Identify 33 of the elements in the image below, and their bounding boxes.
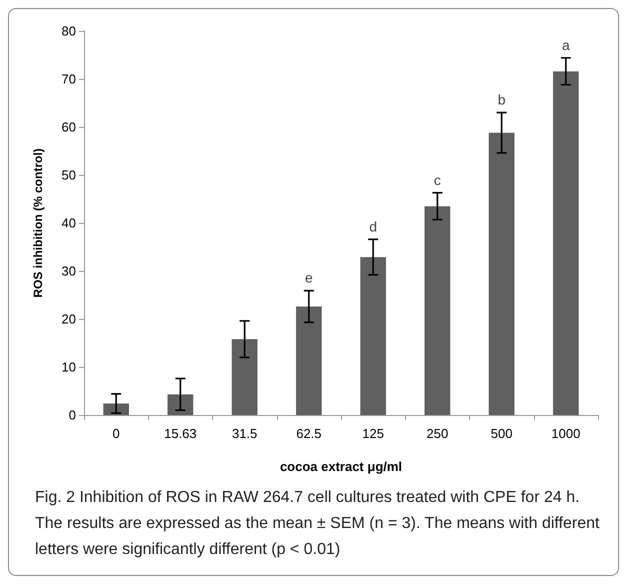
data-label: c [434,172,441,188]
data-label: d [369,218,378,234]
bar [168,394,194,415]
data-label: b [498,92,506,108]
bar [360,257,386,415]
bar [488,132,514,415]
x-tick-label: 125 [362,426,384,441]
bar [424,206,450,415]
bar [232,339,258,415]
y-tick-label: 80 [62,24,76,38]
x-tick-label: 62.5 [296,426,322,441]
y-tick-label: 10 [62,360,76,374]
y-tick-label: 0 [68,408,76,422]
y-tick-label: 50 [62,168,76,182]
y-tick-label: 30 [62,264,76,278]
data-label: a [562,36,570,53]
x-axis-title: cocoa extract μg/ml [280,459,402,474]
y-axis-title: ROS inhibition (% control) [31,148,45,298]
y-tick-label: 70 [62,72,76,86]
y-tick-label: 40 [62,216,76,230]
bar [296,306,322,415]
y-tick-label: 60 [62,120,76,134]
x-tick-label: 250 [426,426,448,441]
data-label: e [304,270,313,286]
x-tick-label: 31.5 [232,426,258,441]
bar [103,403,129,415]
caption: Fig. 2 Inhibition of ROS in RAW 264.7 cell cultures treated with CPE for 24 h. The results are expressed as the mean ± SEM (n = 3). The means with different letters were significantly different (p < 0.01) [34,488,600,560]
y-tick-label: 20 [62,312,76,326]
x-tick-label: 500 [490,426,512,441]
x-tick-label: 1000 [551,426,580,441]
bar [553,71,579,415]
x-tick-label: 0 [112,426,120,441]
x-tick-label: 15.63 [164,426,197,441]
